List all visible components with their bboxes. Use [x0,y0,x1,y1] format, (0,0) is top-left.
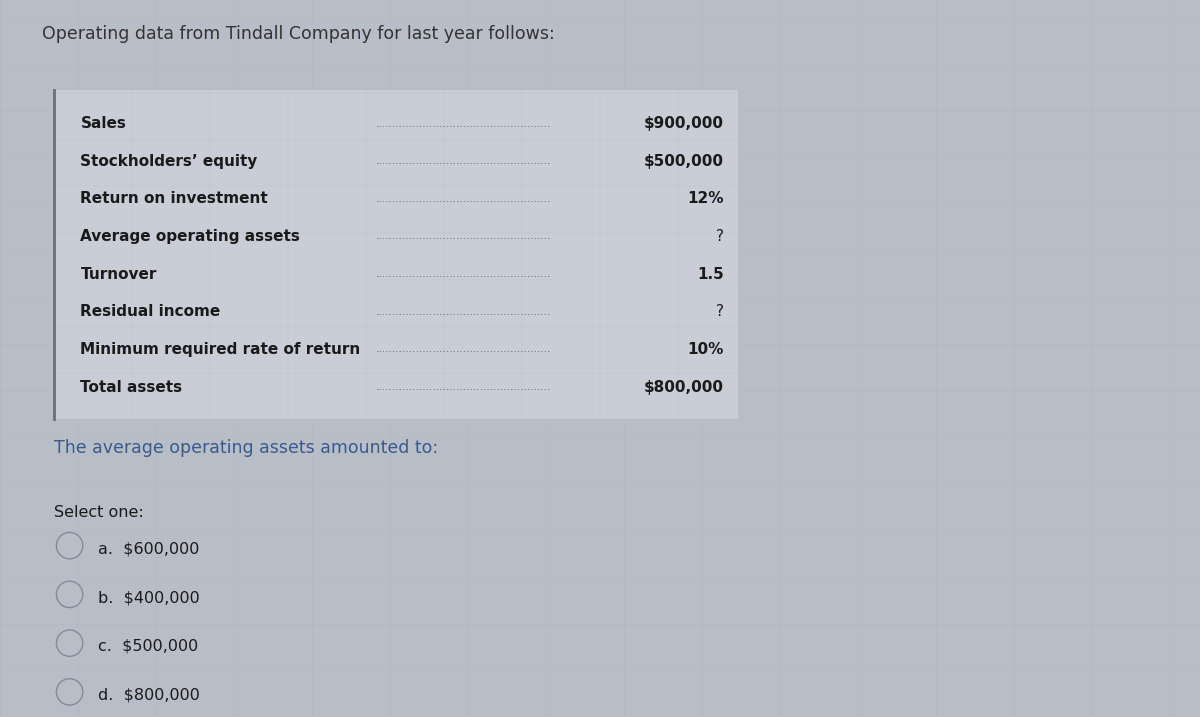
Text: ....................................................: ........................................… [376,156,551,166]
Text: ....................................................: ........................................… [376,232,551,242]
Text: Turnover: Turnover [80,267,157,282]
Text: 1.5: 1.5 [697,267,724,282]
Text: ....................................................: ........................................… [376,344,551,354]
Ellipse shape [56,533,83,559]
Text: The average operating assets amounted to:: The average operating assets amounted to… [54,439,438,457]
Text: Average operating assets: Average operating assets [80,229,300,244]
Text: Return on investment: Return on investment [80,191,268,206]
Text: ....................................................: ........................................… [376,269,551,279]
Text: Minimum required rate of return: Minimum required rate of return [80,342,361,357]
Text: Stockholders’ equity: Stockholders’ equity [80,153,258,168]
Text: Select one:: Select one: [54,505,144,521]
Text: ?: ? [715,304,724,319]
FancyBboxPatch shape [54,90,738,419]
Ellipse shape [56,630,83,656]
Text: 12%: 12% [688,191,724,206]
Text: Operating data from Tindall Company for last year follows:: Operating data from Tindall Company for … [42,25,554,43]
Text: ....................................................: ........................................… [376,382,551,392]
Text: $800,000: $800,000 [643,379,724,394]
Text: $500,000: $500,000 [643,153,724,168]
Text: $900,000: $900,000 [643,116,724,131]
Text: b.  $400,000: b. $400,000 [98,590,200,605]
Text: ?: ? [715,229,724,244]
Text: d.  $800,000: d. $800,000 [98,688,200,703]
Ellipse shape [56,679,83,705]
Text: Residual income: Residual income [80,304,221,319]
Text: ....................................................: ........................................… [376,194,551,204]
Text: ....................................................: ........................................… [376,118,551,128]
Text: Total assets: Total assets [80,379,182,394]
Text: c.  $500,000: c. $500,000 [98,639,199,654]
Text: 10%: 10% [688,342,724,357]
Text: a.  $600,000: a. $600,000 [98,541,199,556]
Text: Sales: Sales [80,116,126,131]
Ellipse shape [56,581,83,607]
Text: ....................................................: ........................................… [376,307,551,317]
